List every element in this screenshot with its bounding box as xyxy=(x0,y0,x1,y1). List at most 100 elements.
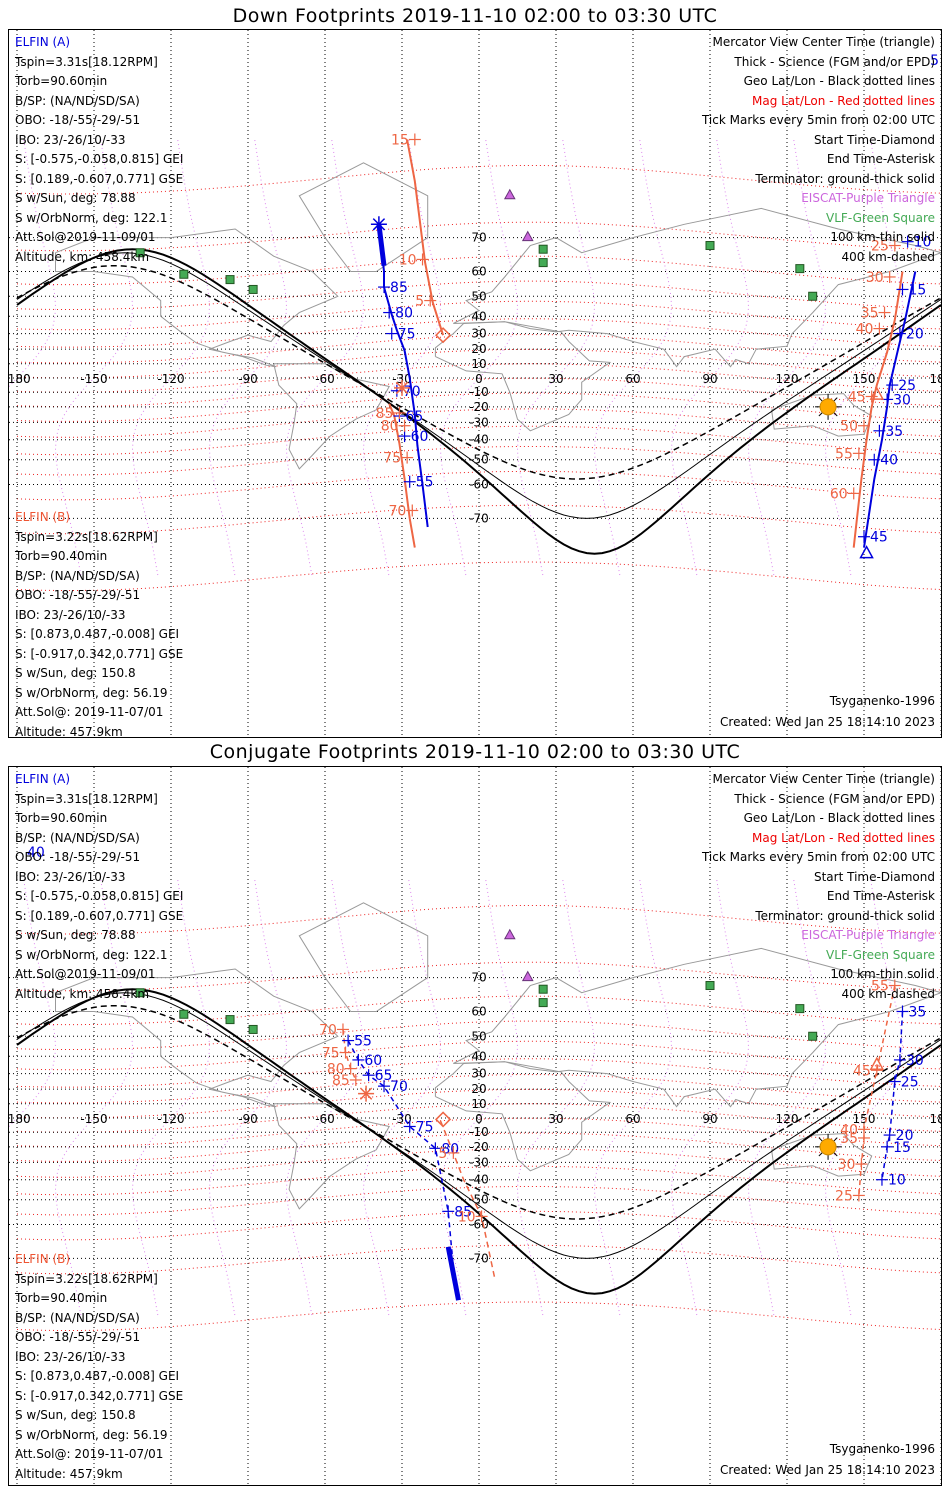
legend-item: VLF-Green Square xyxy=(826,947,935,962)
legend-item: End Time-Asterisk xyxy=(826,152,935,166)
lat-label: -10 xyxy=(469,385,489,399)
end-asterisk xyxy=(359,1087,373,1100)
elfin-a-east-tick-label: 10 xyxy=(914,235,932,251)
lat-label: 70 xyxy=(471,971,486,985)
sun-ray xyxy=(833,1152,838,1157)
elfin-a-line: S w/Sun, deg: 78.88 xyxy=(15,928,136,942)
terminator-100km xyxy=(16,992,941,1259)
elfin-a-east-tick-label: 15 xyxy=(909,282,927,298)
lon-label: 30 xyxy=(548,1112,563,1126)
elfin-b-conj-east-tick-label: 40 xyxy=(840,1122,858,1138)
vlf-square xyxy=(225,1015,235,1025)
terminator-100km xyxy=(16,252,941,519)
elfin-a-line: Altitude, km: 458.4km xyxy=(15,986,150,1001)
elfin-b-line: Att.Sol@: 2019-11-07/01 xyxy=(15,1447,164,1461)
conjugate-map-svg: -180-150-120-90-60-300306090120150180706… xyxy=(9,767,941,1485)
elfin-a-tick-label: 55 xyxy=(416,475,434,491)
sun-ray xyxy=(833,1137,838,1142)
mag-lon-line xyxy=(439,139,519,576)
elfin-b-line: S w/OrbNorm, deg: 56.19 xyxy=(15,1427,168,1442)
legend-item: VLF-Green Square xyxy=(826,210,935,225)
elfin-b-conj-tick-label: 80 xyxy=(327,1062,345,1078)
end-asterisk xyxy=(395,381,409,395)
lat-label: -40 xyxy=(469,1173,489,1187)
legend-item: Start Time-Diamond xyxy=(813,132,935,147)
vlf-square xyxy=(538,998,548,1008)
legend-item: Terminator: ground-thick solid xyxy=(755,908,935,923)
lat-label: -30 xyxy=(469,415,489,429)
elfin-b-line: S: [0.873,0.487,-0.008] GEI xyxy=(15,1369,180,1383)
elfin-b-track xyxy=(388,403,416,548)
elfin-b-conj-tick-label: 10 xyxy=(458,1209,476,1225)
elfin-b-line: IBO: 23/-26/10/-33 xyxy=(15,1349,126,1364)
elfin-b-line: OBO: -18/-55/-29/-51 xyxy=(15,1330,141,1344)
lat-label: -50 xyxy=(469,1193,489,1207)
elfin-b-label: ELFIN (B) xyxy=(15,510,71,524)
elfin-b-east-tick-label: 45 xyxy=(848,390,866,406)
mag-lon-line xyxy=(439,879,519,1316)
elfin-a-conj-east-tick-label: 15 xyxy=(893,1140,911,1156)
elfin-b-conj-tick-label: 5 xyxy=(438,1146,447,1162)
legend-item: Geo Lat/Lon - Black dotted lines xyxy=(743,811,935,825)
elfin-a-tick-label: 80 xyxy=(395,306,413,322)
elfin-b-line: IBO: 23/-26/10/-33 xyxy=(15,607,126,622)
legend-item: 400 km-dashed xyxy=(841,986,935,1001)
elfin-a-conj-east-tick-label: 25 xyxy=(901,1075,919,1091)
elfin-b-conj-east-tick-label: 35 xyxy=(840,1131,858,1147)
elfin-b-line: Att.Sol@: 2019-11-07/01 xyxy=(15,705,164,719)
elfin-b-line: Altitude: 457.9km xyxy=(15,724,123,738)
mag-lon-line xyxy=(208,139,288,576)
coastline xyxy=(55,968,339,1108)
elfin-b-line: S: [-0.917,0.342,0.771] GSE xyxy=(15,1388,184,1403)
coastline xyxy=(298,162,429,272)
elfin-b-east-tick-label: 55 xyxy=(835,446,853,462)
lat-label: -20 xyxy=(469,1140,489,1154)
vlf-square xyxy=(225,275,235,285)
elfin-a-line: S w/OrbNorm, deg: 122.1 xyxy=(15,947,168,962)
lat-label: -40 xyxy=(469,433,489,447)
lon-label: 90 xyxy=(702,1112,717,1126)
elfin-b-line: S w/Sun, deg: 150.8 xyxy=(15,666,136,680)
lon-label: 150 xyxy=(853,1112,876,1126)
elfin-b-conj-east-tick-label: 55 xyxy=(871,979,889,995)
lon-label: -60 xyxy=(315,1112,335,1126)
elfin-a-line: S w/Sun, deg: 78.88 xyxy=(15,191,136,205)
lon-label: -150 xyxy=(80,372,107,386)
elfin-b-conj-tick-label: 75 xyxy=(322,1046,340,1062)
mag-lon-line xyxy=(285,879,365,1316)
elfin-b-conj-tick-label: 70 xyxy=(319,1022,337,1038)
eiscat-triangle xyxy=(521,230,534,242)
elfin-a-info-conj: ELFIN (A) Tspin=3.31s[18.12RPM] Torb=90.… xyxy=(15,770,183,1004)
elfin-a-east-tick-label: 40 xyxy=(880,453,898,469)
lon-label: -180 xyxy=(9,372,31,386)
lon-label: -120 xyxy=(157,372,184,386)
elfin-a-east-tick-label: 30 xyxy=(893,392,911,408)
lon-label: 150 xyxy=(853,372,876,386)
elfin-a-line: Torb=90.60min xyxy=(15,74,108,88)
start-diamond xyxy=(435,1111,452,1128)
lat-label: -30 xyxy=(469,1155,489,1169)
elfin-a-line: S: [-0.575,-0.058,0.815] GEI xyxy=(15,152,184,166)
elfin-a-conj-tick-label: 55 xyxy=(354,1034,372,1050)
lon-label: -180 xyxy=(9,1112,31,1126)
lat-label: 70 xyxy=(471,231,486,245)
mag-lon-line xyxy=(747,879,827,1316)
elfin-b-tick-label: 80 xyxy=(381,419,399,435)
start-diamond xyxy=(435,327,452,344)
vlf-square xyxy=(538,244,548,254)
elfin-b-line: Torb=90.40min xyxy=(15,1291,108,1305)
legend-item: Thick - Science (FGM and/or EPD) xyxy=(734,791,935,806)
lat-label: -70 xyxy=(469,1251,489,1265)
elfin-b-line: B/SP: (NA/ND/SD/SA) xyxy=(15,568,140,583)
mag-lon-line xyxy=(824,879,904,1316)
elfin-a-conj-east-track xyxy=(881,1011,904,1180)
lat-label: 50 xyxy=(471,289,486,303)
mag-lon-line xyxy=(54,139,134,576)
lat-label: 10 xyxy=(471,357,486,371)
lat-label: 40 xyxy=(471,1049,486,1063)
vlf-square xyxy=(179,269,189,279)
elfin-a-tick-label: 75 xyxy=(398,327,416,343)
elfin-a-line: OBO: -18/-55/-29/-51 xyxy=(15,850,141,864)
elfin-b-east-tick-label: 30 xyxy=(866,270,884,286)
elfin-b-line: B/SP: (NA/ND/SD/SA) xyxy=(15,1310,140,1325)
